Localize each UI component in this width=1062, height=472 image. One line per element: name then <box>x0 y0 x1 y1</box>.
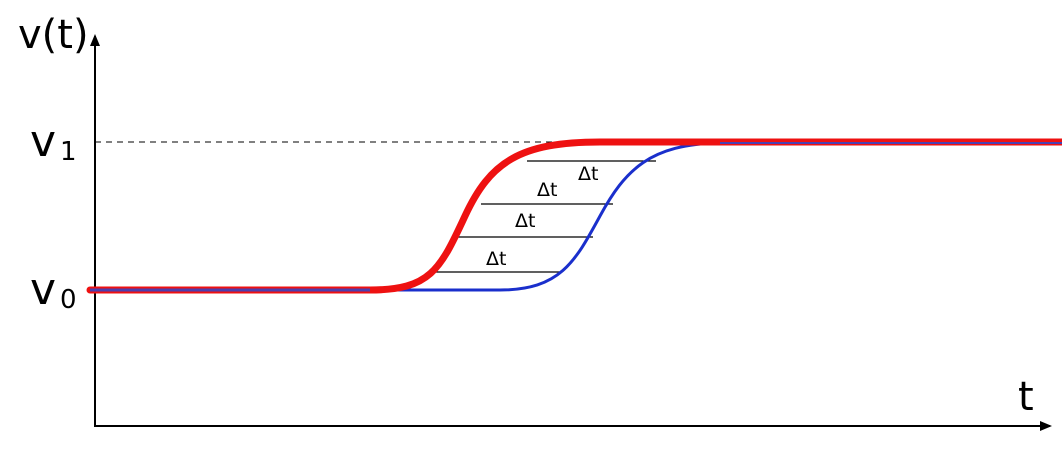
y-axis-label: v(t) <box>18 12 89 58</box>
interval-label: Δt <box>578 163 598 185</box>
input-curve <box>86 138 1062 294</box>
interval-label: Δt <box>515 210 535 232</box>
level-subscript: 1 <box>60 137 77 167</box>
interval-lines <box>432 160 656 273</box>
x-axis-label: t <box>1018 374 1034 420</box>
delayed-curve <box>90 141 1062 292</box>
interval-label: Δt <box>537 179 557 201</box>
level-symbol: v <box>30 116 56 167</box>
level-subscript: 0 <box>60 285 77 315</box>
interval-label: Δt <box>486 248 506 270</box>
level-symbol: v <box>30 264 56 315</box>
